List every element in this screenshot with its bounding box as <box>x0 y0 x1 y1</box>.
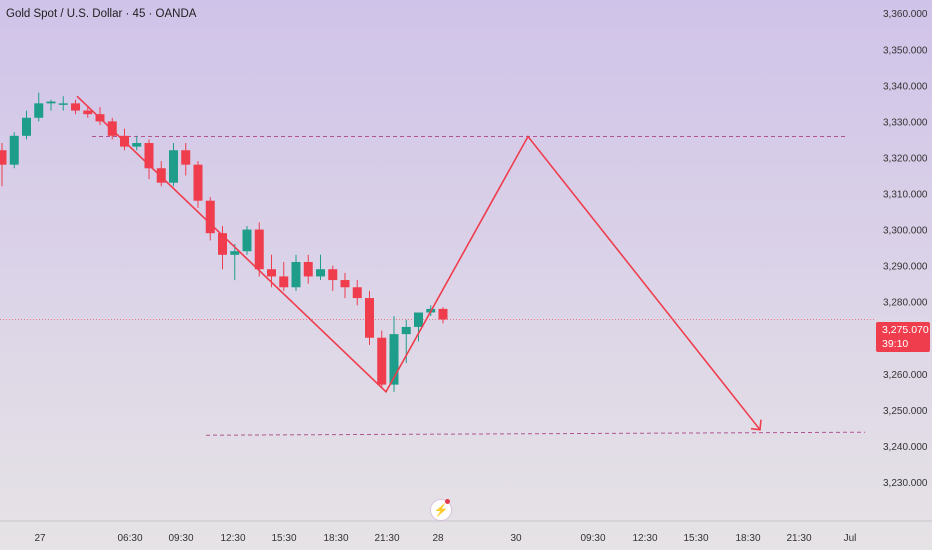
time-axis: 27 06:30 09:30 12:30 15:30 18:30 21:30 28 30 09:3… <box>34 533 856 544</box>
projection-arrowhead <box>750 419 762 431</box>
candle-body <box>267 269 276 277</box>
candle-body <box>389 334 399 385</box>
time-tick-label: 18:30 <box>323 533 348 544</box>
candle-body <box>340 280 350 288</box>
price-tick-label: 3,250.000 <box>883 406 928 417</box>
time-tick-label: 21:30 <box>786 533 811 544</box>
projection-path <box>76 95 762 431</box>
time-tick-label: 15:30 <box>683 533 708 544</box>
candle-body <box>144 143 154 169</box>
horizontal-levels <box>0 136 876 436</box>
time-tick-label: 12:30 <box>220 533 245 544</box>
candle-body <box>71 103 80 111</box>
price-tick-label: 3,330.000 <box>883 117 928 128</box>
time-tick-label: 15:30 <box>271 533 296 544</box>
candle-body <box>414 312 423 327</box>
candle-body <box>401 326 411 335</box>
candle-body <box>279 276 289 288</box>
price-tick-label: 3,340.000 <box>883 81 928 92</box>
candle-body <box>156 168 166 183</box>
notification-dot <box>445 499 450 504</box>
time-tick-label: Jul <box>844 533 857 544</box>
candle-body <box>230 251 240 255</box>
candle-body <box>193 164 203 201</box>
time-tick-label: 28 <box>432 533 444 544</box>
last-price-label: 3,275.070 39:10 <box>876 322 930 352</box>
time-tick-label: 12:30 <box>632 533 657 544</box>
price-tick-label: 3,230.000 <box>883 478 928 489</box>
price-tick-label: 3,320.000 <box>883 153 928 164</box>
candle-body <box>83 110 93 115</box>
support-level-line <box>205 431 866 436</box>
price-tick-label: 3,360.000 <box>883 9 928 20</box>
candle-body <box>365 298 374 338</box>
candle-body <box>352 287 362 299</box>
candle-body <box>316 269 325 277</box>
candle-body <box>22 117 31 136</box>
candle-body <box>34 103 44 118</box>
candle-body <box>328 269 338 281</box>
price-tick-label: 3,290.000 <box>883 262 928 273</box>
last-price-value: 3,275.070 <box>882 324 929 336</box>
time-tick-label: 09:30 <box>580 533 605 544</box>
lightning-icon[interactable]: ⚡ <box>430 499 452 521</box>
bar-countdown: 39:10 <box>882 338 909 350</box>
candle-body <box>107 121 117 136</box>
candle-body <box>377 337 387 385</box>
candle-body <box>291 262 301 288</box>
candle-body <box>9 135 19 165</box>
candle-body <box>218 233 227 255</box>
price-tick-label: 3,240.000 <box>883 442 928 453</box>
time-tick-label: 21:30 <box>374 533 399 544</box>
candle-body <box>169 150 178 183</box>
candle-body <box>242 229 252 252</box>
candle-body <box>46 101 56 104</box>
time-tick-label: 30 <box>510 533 522 544</box>
candle-body <box>132 143 142 147</box>
candle-body <box>205 200 215 234</box>
candle-body <box>303 262 313 277</box>
symbol-title: Gold Spot / U.S. Dollar · 45 · OANDA <box>6 8 197 20</box>
candle-body <box>58 103 68 105</box>
price-tick-label: 3,280.000 <box>883 298 928 309</box>
time-tick-label: 27 <box>34 533 46 544</box>
candle-body <box>0 150 7 165</box>
candle-body <box>181 150 191 165</box>
candle-body <box>254 229 264 270</box>
time-tick-label: 18:30 <box>735 533 760 544</box>
projection-zigzag-line <box>76 95 761 431</box>
price-tick-label: 3,310.000 <box>883 190 928 201</box>
time-tick-label: 06:30 <box>117 533 142 544</box>
time-tick-label: 09:30 <box>168 533 193 544</box>
price-tick-label: 3,300.000 <box>883 226 928 237</box>
price-tick-label: 3,350.000 <box>883 45 928 56</box>
candle-body <box>438 308 448 320</box>
price-tick-label: 3,260.000 <box>883 370 928 381</box>
